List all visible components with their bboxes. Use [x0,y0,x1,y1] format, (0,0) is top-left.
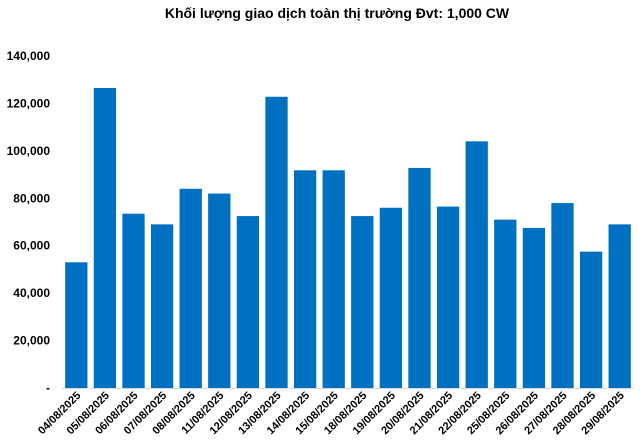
bars [65,88,631,388]
y-tick-label: 40,000 [13,286,50,300]
x-axis: 04/08/202505/08/202506/08/202507/08/2025… [36,390,627,437]
bar [179,188,202,388]
y-tick-label: 140,000 [7,49,51,63]
y-tick-label: - [46,381,50,395]
bar [122,213,145,388]
bar [465,141,488,388]
bar [293,170,317,388]
y-tick-label: 20,000 [13,334,50,348]
bar [379,207,403,388]
bar [93,88,117,388]
bar [150,224,174,388]
bar [322,170,345,388]
y-tick-label: 100,000 [7,144,51,158]
bar [236,216,260,388]
bar [551,203,574,388]
bar [522,227,546,388]
y-axis: - 20,000 40,000 60,000 80,000 100,000 120,000 1… [7,49,51,395]
chart-title: Khối lượng giao dịch toàn thị trường Đvt… [165,5,510,21]
bar [65,262,88,388]
bar [436,206,460,388]
y-tick-label: 60,000 [13,239,50,253]
y-tick-label: 80,000 [13,191,50,205]
bar [208,193,231,388]
bar [494,219,517,388]
bar [351,216,374,388]
y-tick-label: 120,000 [7,96,51,110]
bar [265,96,288,388]
bar [579,251,603,388]
bar [408,167,431,388]
bar [608,224,631,388]
